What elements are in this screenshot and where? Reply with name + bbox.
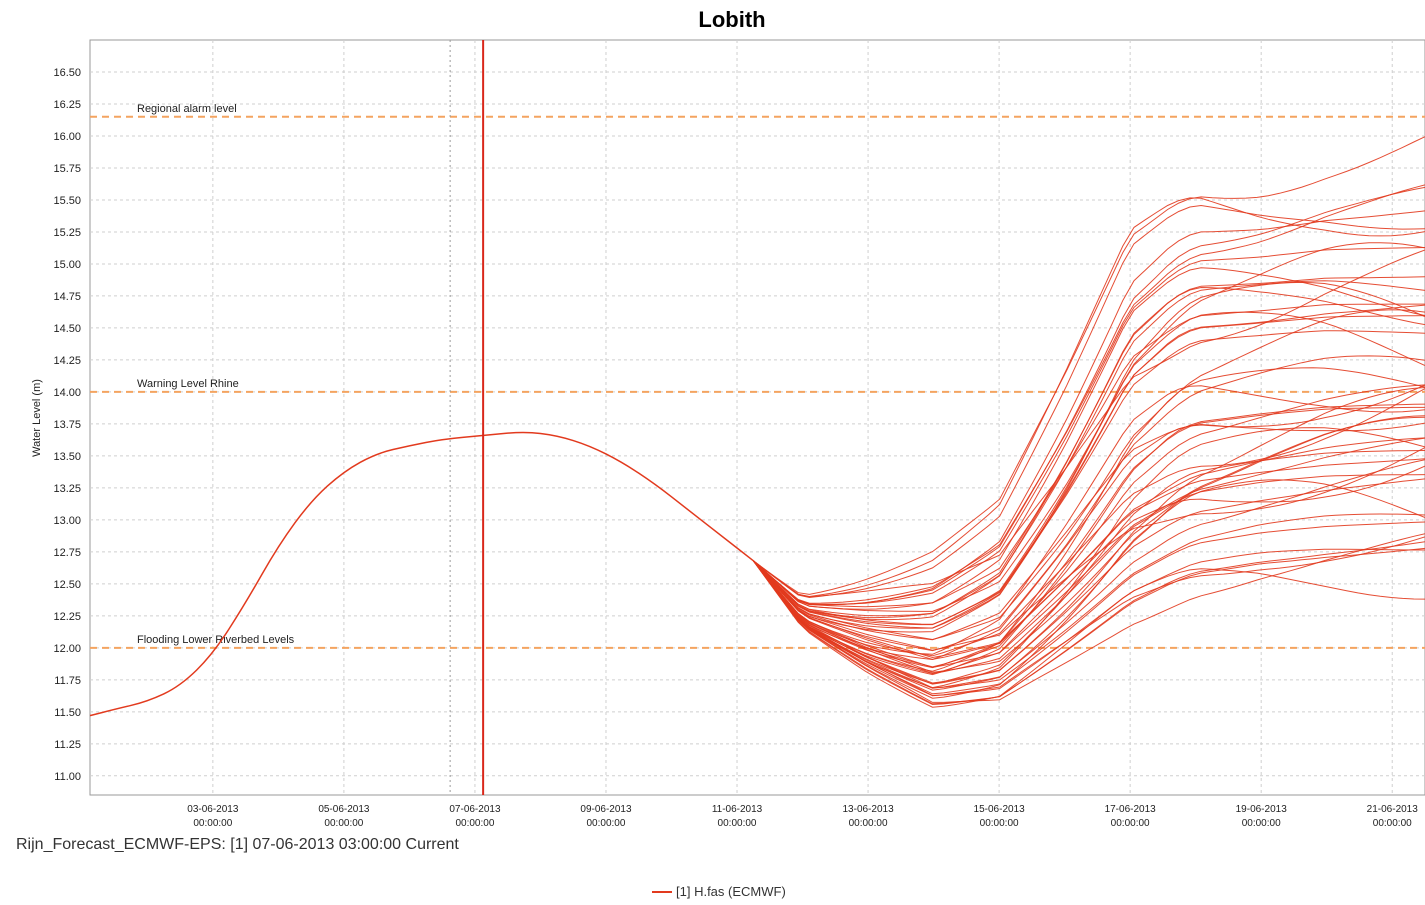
ensemble-member-32 <box>753 447 1425 651</box>
y-tick-label-15: 14.75 <box>53 291 81 303</box>
ensemble-member-15 <box>753 474 1425 674</box>
ensemble-member-20 <box>753 136 1425 595</box>
ensemble-member-38 <box>753 416 1425 673</box>
x-tick-time-0: 00:00:00 <box>193 818 232 829</box>
ensemble-member-4 <box>753 465 1425 675</box>
ensemble-member-27 <box>753 280 1425 617</box>
x-tick-date-6: 15-06-2013 <box>974 804 1026 815</box>
y-tick-label-2: 11.50 <box>54 707 81 719</box>
ensemble-member-47 <box>753 450 1425 685</box>
x-tick-time-5: 00:00:00 <box>849 818 888 829</box>
x-axis-ticks: 03-06-2013 00:00:00 05-06-2013 00:00:00 07-0… <box>187 804 1418 829</box>
chart-title: Lobith <box>698 7 765 32</box>
y-tick-label-10: 13.50 <box>53 451 81 463</box>
ensemble-member-12 <box>753 536 1425 697</box>
x-tick-date-1: 05-06-2013 <box>318 804 370 815</box>
ensemble-member-17 <box>753 303 1425 608</box>
legend[interactable]: [1] H.fas (ECMWF) <box>652 884 786 899</box>
forecast-status-text: Rijn_Forecast_ECMWF-EPS: [1] 07-06-2013 … <box>16 836 459 853</box>
y-tick-label-13: 14.25 <box>53 355 81 367</box>
y-tick-label-18: 15.50 <box>53 195 81 207</box>
y-tick-label-0: 11.00 <box>54 771 81 783</box>
ensemble-members <box>752 136 1425 708</box>
y-tick-label-4: 12.00 <box>53 643 81 655</box>
ensemble-member-41 <box>753 513 1425 689</box>
ensemble-member-42 <box>753 422 1425 641</box>
y-tick-label-20: 16.00 <box>53 131 81 143</box>
ensemble-member-29 <box>753 437 1425 659</box>
x-tick-date-8: 19-06-2013 <box>1236 804 1288 815</box>
y-axis-ticks: 11.00 11.25 11.50 11.75 12.00 12.25 12.50 12.75… <box>53 67 81 783</box>
y-tick-label-1: 11.25 <box>54 739 81 751</box>
ensemble-member-9 <box>753 315 1425 629</box>
y-tick-label-3: 11.75 <box>54 675 81 687</box>
ensemble-member-44 <box>753 286 1425 621</box>
x-tick-date-9: 21-06-2013 <box>1367 804 1419 815</box>
ensemble-member-48 <box>753 388 1425 657</box>
plot-area <box>89 39 1425 796</box>
y-tick-label-9: 13.25 <box>53 483 81 495</box>
x-tick-time-8: 00:00:00 <box>1242 818 1281 829</box>
ensemble-member-49 <box>753 385 1425 655</box>
y-tick-label-14: 14.50 <box>53 323 81 335</box>
y-tick-label-5: 12.25 <box>53 611 81 623</box>
y-tick-label-16: 15.00 <box>53 259 81 271</box>
ensemble-member-7 <box>753 304 1425 633</box>
water-level-chart: Lobith 11.00 11.25 11.50 11.75 12.00 12.25 12.… <box>31 7 1425 829</box>
ensemble-member-35 <box>753 309 1425 641</box>
y-tick-label-7: 12.75 <box>53 547 81 559</box>
threshold-label-0: Regional alarm level <box>137 103 237 115</box>
observed-series <box>89 431 754 717</box>
x-tick-date-7: 17-06-2013 <box>1105 804 1157 815</box>
y-tick-label-11: 13.75 <box>53 419 81 431</box>
ensemble-member-30 <box>753 267 1425 610</box>
ensemble-member-24 <box>753 197 1425 598</box>
x-tick-time-9: 00:00:00 <box>1373 818 1412 829</box>
y-tick-label-12: 14.00 <box>53 387 81 399</box>
x-tick-time-4: 00:00:00 <box>718 818 757 829</box>
y-tick-label-17: 15.25 <box>53 227 81 239</box>
y-tick-label-22: 16.50 <box>53 67 81 79</box>
ensemble-member-33 <box>753 479 1425 699</box>
observed-line <box>89 431 754 717</box>
ensemble-member-46 <box>753 204 1425 599</box>
ensemble-member-8 <box>753 403 1425 676</box>
ensemble-member-36 <box>752 547 1425 705</box>
ensemble-member-16 <box>753 355 1425 652</box>
legend-label: [1] H.fas (ECMWF) <box>676 884 786 899</box>
x-tick-time-6: 00:00:00 <box>980 818 1019 829</box>
ensemble-member-31 <box>753 281 1425 629</box>
ensemble-member-40 <box>753 548 1425 696</box>
x-tick-time-1: 00:00:00 <box>324 818 363 829</box>
y-tick-label-6: 12.50 <box>53 579 81 591</box>
ensemble-member-34 <box>753 330 1425 626</box>
threshold-label-1: Warning Level Rhine <box>137 378 239 390</box>
threshold-lines: Regional alarm level Warning Level Rhine F… <box>90 103 1425 649</box>
threshold-label-2: Flooding Lower Riverbed Levels <box>137 634 295 646</box>
x-tick-time-3: 00:00:00 <box>587 818 626 829</box>
ensemble-member-28 <box>753 459 1425 689</box>
ensemble-member-39 <box>753 478 1425 685</box>
x-tick-time-7: 00:00:00 <box>1111 818 1150 829</box>
ensemble-member-50 <box>753 406 1425 669</box>
x-tick-time-2: 00:00:00 <box>455 818 494 829</box>
legend-swatch <box>652 890 672 893</box>
x-tick-date-5: 13-06-2013 <box>842 804 894 815</box>
ensemble-member-25 <box>752 541 1425 706</box>
x-tick-date-0: 03-06-2013 <box>187 804 239 815</box>
ensemble-member-51 <box>753 186 1425 606</box>
y-tick-label-19: 15.75 <box>53 163 81 175</box>
y-gridlines <box>90 71 1425 777</box>
y-tick-label-8: 13.00 <box>53 515 81 527</box>
y-tick-label-21: 16.25 <box>53 99 81 111</box>
x-tick-date-2: 07-06-2013 <box>449 804 501 815</box>
x-tick-date-3: 09-06-2013 <box>580 804 632 815</box>
y-axis-label: Water Level (m) <box>31 379 43 457</box>
x-tick-date-4: 11-06-2013 <box>712 804 763 815</box>
ensemble-member-21 <box>753 533 1425 703</box>
ensemble-member-23 <box>753 249 1425 598</box>
ensemble-member-19 <box>753 242 1425 612</box>
ensemble-member-43 <box>753 367 1425 672</box>
ensemble-member-10 <box>753 184 1425 604</box>
